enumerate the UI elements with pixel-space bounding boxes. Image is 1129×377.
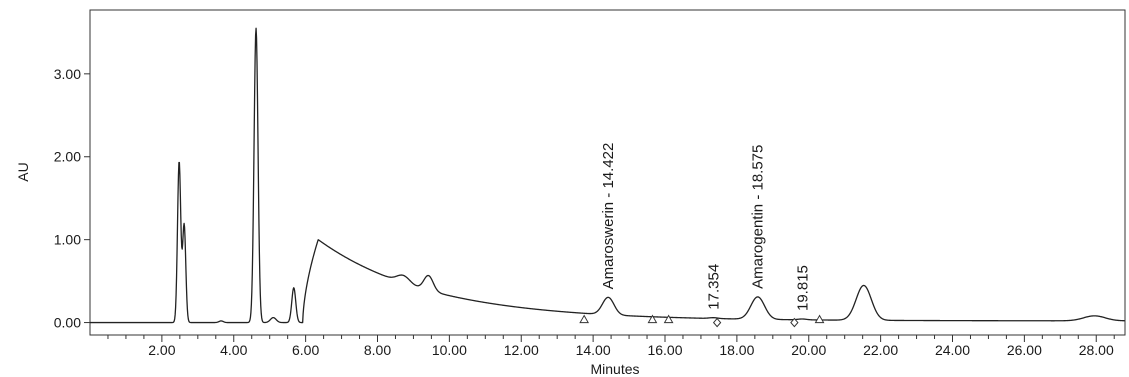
y-tick-label: 1.00 xyxy=(54,232,81,248)
x-axis: 2.00 4.00 6.00 8.00 10.00 12.00 14.00 16.00 18.0… xyxy=(107,335,1115,358)
x-tick-label: 18.00 xyxy=(719,342,754,358)
baseline-triangle-marker xyxy=(647,314,658,324)
baseline-triangle-marker xyxy=(579,314,590,324)
x-tick-label: 10.00 xyxy=(432,342,467,358)
plot-frame xyxy=(89,9,1126,336)
peak-label: Amaroswerin - 14.422 xyxy=(600,143,617,290)
y-axis: 0.00 1.00 2.00 3.00 xyxy=(54,66,90,331)
x-tick-label: 12.00 xyxy=(504,342,539,358)
x-tick-label: 24.00 xyxy=(935,342,970,358)
y-tick-label: 3.00 xyxy=(54,66,81,82)
x-tick-label: 14.00 xyxy=(576,342,611,358)
x-tick-label: 28.00 xyxy=(1079,342,1114,358)
x-tick-label: 2.00 xyxy=(148,342,175,358)
x-tick-label: 26.00 xyxy=(1007,342,1042,358)
x-tick-label: 22.00 xyxy=(863,342,898,358)
chromatogram-trace xyxy=(89,27,1126,324)
x-tick-label: 4.00 xyxy=(220,342,247,358)
peak-markers xyxy=(579,314,825,328)
baseline-diamond-marker xyxy=(712,317,722,328)
peak-labels: Amaroswerin - 14.422 17.354 Amarogentin - … xyxy=(600,143,811,311)
y-tick-label: 0.00 xyxy=(54,315,81,331)
peak-label: 17.354 xyxy=(706,264,723,310)
x-axis-title: Minutes xyxy=(590,361,639,377)
x-tick-label: 6.00 xyxy=(292,342,319,358)
baseline-diamond-marker xyxy=(790,317,799,328)
y-axis-title: AU xyxy=(15,162,31,181)
x-tick-label: 8.00 xyxy=(364,342,391,358)
x-tick-label: 16.00 xyxy=(647,342,682,358)
y-tick-label: 2.00 xyxy=(54,149,81,165)
peak-label: 19.815 xyxy=(794,265,811,311)
x-tick-label: 20.00 xyxy=(791,342,826,358)
peak-label: Amarogentin - 18.575 xyxy=(750,145,767,289)
baseline-triangle-marker xyxy=(663,314,674,324)
baseline-triangle-marker xyxy=(814,314,825,324)
